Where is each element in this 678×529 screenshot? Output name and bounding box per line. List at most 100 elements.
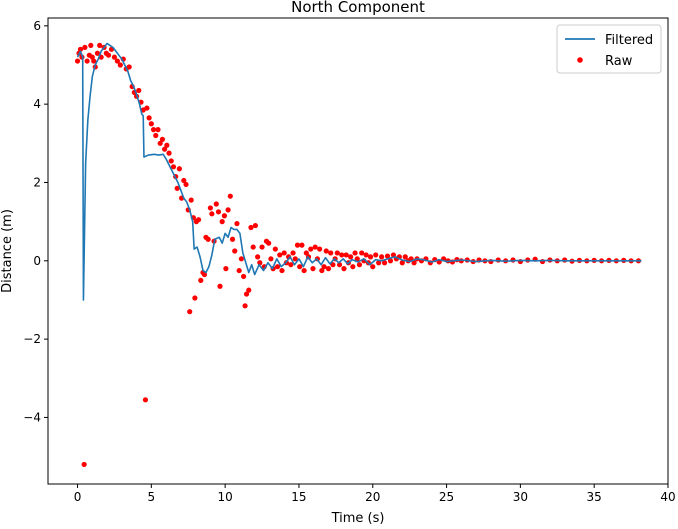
raw-point [343, 252, 349, 258]
raw-point [207, 205, 213, 211]
raw-point [359, 250, 365, 256]
raw-point [246, 287, 252, 293]
raw-point [221, 213, 228, 219]
raw-point [387, 258, 394, 264]
x-tick-label: 0 [74, 490, 82, 504]
raw-point [367, 254, 374, 260]
raw-point [183, 181, 189, 188]
raw-point [227, 193, 233, 199]
raw-point [243, 291, 250, 297]
raw-point [192, 295, 198, 301]
raw-point [234, 220, 240, 227]
raw-point [242, 303, 248, 309]
legend-raw-label: Raw [605, 54, 633, 69]
x-tick-label: 15 [291, 490, 306, 504]
raw-point [334, 250, 340, 256]
raw-point [272, 246, 278, 252]
raw-point [381, 260, 388, 266]
raw-point [266, 240, 272, 246]
raw-point [150, 127, 157, 133]
raw-point [370, 264, 376, 270]
raw-point [323, 248, 329, 254]
raw-point [89, 54, 95, 60]
raw-point [341, 266, 347, 272]
raw-point [352, 250, 358, 256]
raw-point [74, 58, 81, 64]
y-axis-label: Distance (m) [0, 209, 15, 293]
raw-point [209, 211, 215, 217]
raw-point [350, 264, 356, 270]
raw-point [384, 253, 391, 259]
legend-box [556, 24, 662, 74]
x-tick-label: 25 [439, 490, 454, 504]
raw-point [91, 58, 97, 64]
raw-point [288, 262, 294, 268]
raw-point [238, 256, 244, 262]
raw-point [155, 127, 161, 133]
raw-point [198, 277, 204, 283]
raw-point [363, 252, 369, 258]
x-axis-label: Time (s) [331, 511, 385, 525]
raw-point [268, 256, 274, 262]
y-tick-label: 0 [33, 254, 41, 268]
x-tick-label: 5 [148, 490, 156, 504]
raw-point [236, 267, 242, 274]
raw-point [219, 219, 225, 225]
raw-point [376, 260, 382, 266]
raw-point [325, 266, 332, 272]
raw-point [336, 262, 343, 268]
raw-point [81, 461, 87, 468]
raw-point [77, 46, 84, 52]
plot-frame [47, 17, 669, 485]
raw-point [274, 264, 281, 270]
raw-point [259, 244, 265, 250]
raw-point [117, 62, 123, 68]
raw-point [153, 132, 159, 139]
legend-filtered-label: Filtered [605, 33, 653, 48]
raw-point [277, 252, 283, 258]
plot-area [74, 42, 642, 468]
raw-point [114, 58, 120, 64]
raw-point [279, 267, 285, 274]
x-tick-label: 35 [587, 490, 602, 504]
raw-point [223, 266, 229, 272]
raw-point [225, 207, 231, 213]
raw-point [213, 201, 219, 207]
raw-point [168, 158, 174, 164]
raw-point [148, 121, 154, 127]
y-tick-label: −2 [23, 332, 41, 346]
raw-point [301, 267, 307, 274]
raw-point [319, 267, 325, 274]
raw-point [136, 87, 142, 94]
raw-point [257, 260, 263, 266]
raw-point [402, 254, 408, 260]
raw-point [82, 44, 88, 50]
raw-point [348, 254, 354, 260]
raw-point [176, 166, 182, 172]
raw-point [281, 250, 287, 256]
raw-point [252, 222, 259, 229]
raw-point [181, 177, 187, 184]
raw-point [330, 262, 336, 268]
raw-point [312, 244, 318, 250]
raw-point [303, 250, 309, 256]
raw-point [97, 42, 103, 49]
raw-point [356, 262, 363, 268]
raw-point [299, 242, 305, 248]
raw-point [170, 164, 177, 170]
raw-point [217, 283, 223, 289]
raw-point [142, 397, 149, 403]
y-tick-label: 6 [33, 19, 41, 33]
raw-point [354, 256, 360, 262]
raw-point [328, 250, 334, 256]
raw-point [317, 246, 323, 252]
raw-point [205, 236, 211, 242]
raw-point [157, 140, 163, 146]
raw-point [162, 146, 168, 152]
raw-point [308, 246, 314, 252]
raw-point [146, 115, 152, 121]
raw-point [94, 50, 101, 56]
raw-point [88, 42, 94, 49]
